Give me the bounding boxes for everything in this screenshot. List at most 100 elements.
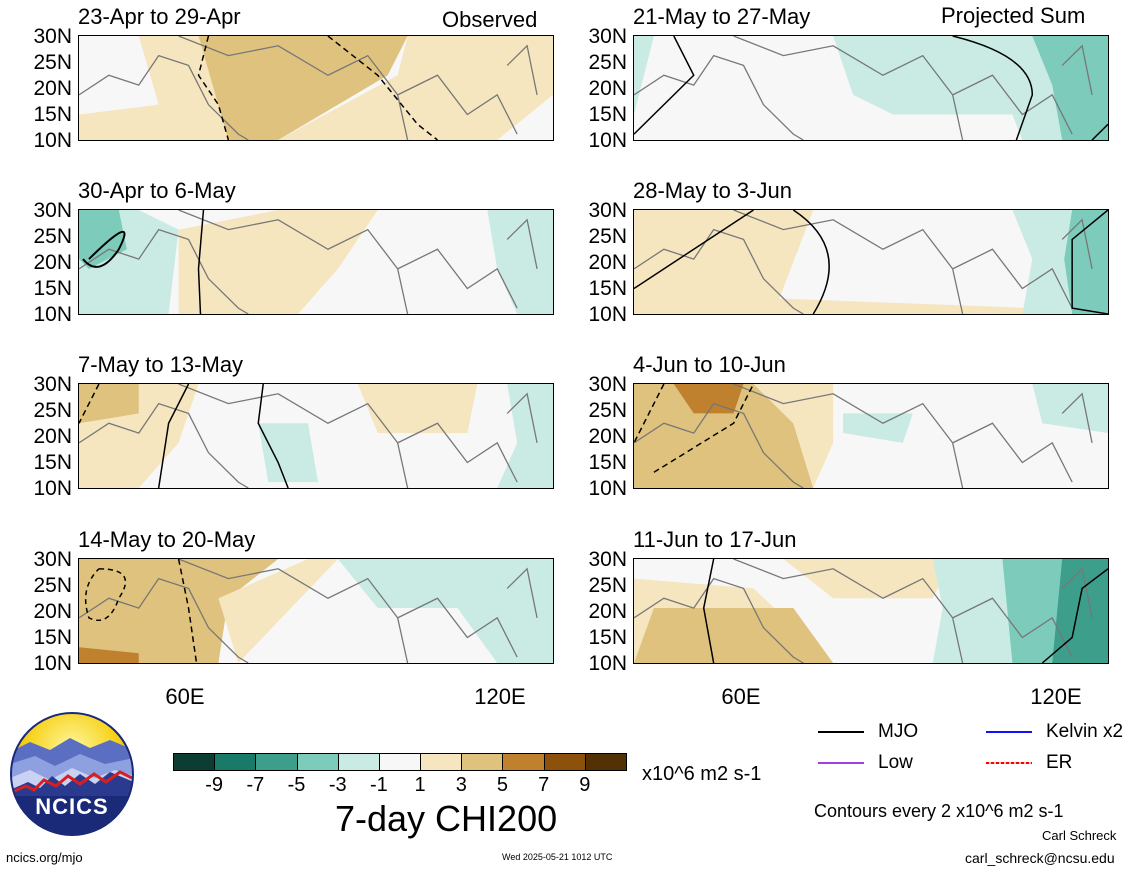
y-tick-label: 20N	[33, 251, 72, 274]
y-tick-label: 20N	[588, 600, 627, 623]
colorbar-swatch	[173, 753, 216, 771]
y-tick-label: 30N	[588, 25, 627, 48]
panel-date-label: 23-Apr to 29-Apr	[78, 4, 241, 29]
panel-date-label: 4-Jun to 10-Jun	[633, 352, 786, 377]
chi200-map	[633, 35, 1109, 141]
y-tick-label: 30N	[33, 373, 72, 396]
y-tick-label: 25N	[33, 51, 72, 74]
colorbar-swatch	[296, 753, 339, 771]
legend-kelvin-swatch	[986, 731, 1032, 733]
colorbar-swatch	[337, 753, 380, 771]
y-tick-label: 30N	[33, 199, 72, 222]
y-tick-label: 15N	[588, 277, 627, 300]
y-tick-label: 15N	[33, 103, 72, 126]
colorbar-tick-label: -7	[246, 774, 265, 796]
colorbar-tick-label: 7	[538, 774, 550, 796]
panel-date-label: 28-May to 3-Jun	[633, 178, 792, 203]
chi200-map	[633, 383, 1109, 489]
panel-date-label: 7-May to 13-May	[78, 352, 244, 377]
colorbar-tick-label: 9	[579, 774, 591, 796]
panel-date-label: 21-May to 27-May	[633, 4, 811, 29]
x-tick-120e-left: 120E	[474, 684, 526, 709]
legend-mjo-swatch	[818, 731, 864, 733]
colorbar-tick-label: 3	[455, 774, 467, 796]
colorbar-tick-label: -3	[328, 774, 347, 796]
ncics-logo: NCICS	[10, 712, 134, 836]
colorbar-swatch	[543, 753, 586, 771]
y-tick-label: 15N	[33, 451, 72, 474]
colorbar-swatch	[214, 753, 257, 771]
legend-er-label: ER	[1046, 752, 1073, 773]
chi200-map	[78, 35, 554, 141]
y-tick-label: 20N	[33, 77, 72, 100]
footer-author: Carl Schreck	[1042, 828, 1117, 843]
colorbar-swatch	[584, 753, 627, 771]
y-tick-label: 10N	[33, 303, 72, 326]
y-tick-label: 10N	[588, 129, 627, 152]
y-tick-label: 25N	[588, 574, 627, 597]
y-tick-label: 20N	[588, 425, 627, 448]
legend-mjo-label: MJO	[878, 721, 919, 742]
panel-date-label: 11-Jun to 17-Jun	[633, 527, 797, 552]
footer-email: carl_schreck@ncsu.edu	[965, 850, 1115, 866]
y-tick-label: 25N	[33, 225, 72, 248]
logo-text: NCICS	[35, 794, 109, 819]
y-tick-label: 25N	[33, 574, 72, 597]
legend-kelvin-label: Kelvin x2	[1046, 721, 1124, 742]
y-tick-label: 25N	[33, 399, 72, 422]
y-tick-label: 10N	[33, 652, 72, 675]
panel-date-label: 30-Apr to 6-May	[78, 178, 236, 203]
y-tick-label: 20N	[588, 77, 627, 100]
y-tick-label: 25N	[588, 225, 627, 248]
colorbar-swatch	[378, 753, 422, 771]
y-tick-label: 20N	[588, 251, 627, 274]
colorbar-tick-label: 5	[496, 774, 509, 796]
y-tick-label: 10N	[588, 652, 627, 675]
y-tick-label: 20N	[33, 600, 72, 623]
y-tick-label: 30N	[588, 373, 627, 396]
y-tick-label: 25N	[588, 399, 627, 422]
footer-timestamp: Wed 2025-05-21 1012 UTC	[502, 852, 613, 862]
x-tick-120e-right: 120E	[1030, 684, 1082, 709]
chi200-map	[633, 209, 1109, 315]
y-tick-label: 20N	[33, 425, 72, 448]
legend-er-swatch	[986, 762, 1032, 764]
y-tick-label: 10N	[33, 477, 72, 500]
colorbar-swatch	[255, 753, 298, 771]
y-tick-label: 30N	[33, 25, 72, 48]
y-tick-label: 30N	[588, 199, 627, 222]
y-tick-label: 10N	[33, 129, 72, 152]
y-tick-label: 30N	[33, 548, 72, 571]
footer-url[interactable]: ncics.org/mjo	[6, 850, 83, 865]
colorbar-units: x10^6 m2 s-1	[642, 763, 762, 785]
chi200-map	[78, 383, 554, 489]
y-tick-label: 30N	[588, 548, 627, 571]
y-tick-label: 15N	[588, 451, 627, 474]
legend-low-swatch	[818, 762, 864, 764]
y-tick-label: 15N	[33, 626, 72, 649]
panel-date-label: 14-May to 20-May	[78, 527, 256, 552]
chi200-map	[633, 558, 1109, 664]
chi200-map	[78, 209, 554, 315]
colorbar-swatch	[420, 753, 463, 771]
colorbar-labels: -9 -7 -5 -3 -1 1 3 5 7 9	[173, 775, 626, 797]
y-tick-label: 15N	[588, 103, 627, 126]
colorbar	[173, 753, 627, 771]
colorbar-title: 7-day CHI200	[335, 798, 558, 839]
y-tick-label: 10N	[588, 303, 627, 326]
y-tick-label: 10N	[588, 477, 627, 500]
y-tick-label: 25N	[588, 51, 627, 74]
observed-header: Observed	[442, 7, 538, 32]
colorbar-tick-label: -9	[205, 774, 224, 796]
x-tick-60e-right: 60E	[721, 684, 761, 709]
colorbar-swatch	[461, 753, 504, 771]
x-tick-60e-left: 60E	[165, 684, 205, 709]
colorbar-swatch	[502, 753, 545, 771]
colorbar-tick-label: 1	[414, 774, 426, 796]
chi200-map	[78, 558, 554, 664]
colorbar-tick-label: -1	[370, 774, 388, 796]
contours-note: Contours every 2 x10^6 m2 s-1	[814, 801, 1064, 821]
legend-low-label: Low	[878, 752, 913, 773]
colorbar-tick-label: -5	[287, 774, 306, 796]
projected-header: Projected Sum	[941, 3, 1086, 28]
